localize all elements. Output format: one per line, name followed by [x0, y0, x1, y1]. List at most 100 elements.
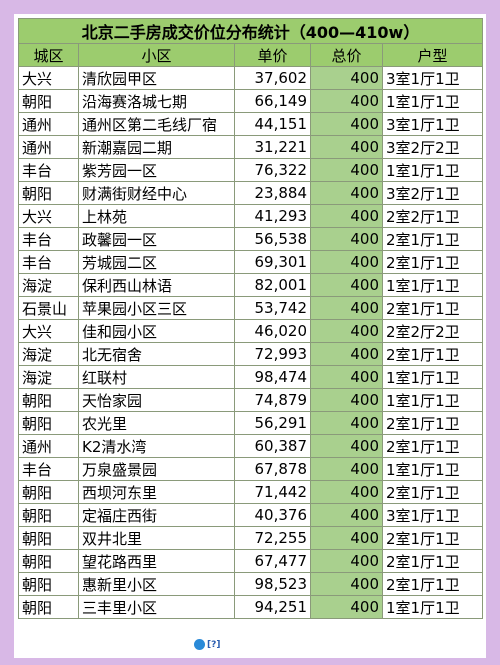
cell-type[interactable]: 3室2厅1卫	[383, 182, 483, 205]
cell-total[interactable]: 400	[311, 527, 383, 550]
cell-total[interactable]: 400	[311, 205, 383, 228]
cell-total[interactable]: 400	[311, 251, 383, 274]
cell-price[interactable]: 98,474	[235, 366, 311, 389]
cell-total[interactable]: 400	[311, 90, 383, 113]
cell-price[interactable]: 67,878	[235, 458, 311, 481]
cell-name[interactable]: 惠新里小区	[79, 573, 235, 596]
cell-district[interactable]: 朝阳	[19, 573, 79, 596]
cell-total[interactable]: 400	[311, 297, 383, 320]
cell-name[interactable]: 农光里	[79, 412, 235, 435]
header-total[interactable]: 总价	[311, 44, 383, 67]
cell-price[interactable]: 46,020	[235, 320, 311, 343]
header-price[interactable]: 单价	[235, 44, 311, 67]
cell-name[interactable]: 北无宿舍	[79, 343, 235, 366]
cell-type[interactable]: 1室1厅1卫	[383, 366, 483, 389]
cell-name[interactable]: 双井北里	[79, 527, 235, 550]
cell-name[interactable]: 望花路西里	[79, 550, 235, 573]
cell-price[interactable]: 67,477	[235, 550, 311, 573]
cell-type[interactable]: 2室1厅1卫	[383, 573, 483, 596]
header-type[interactable]: 户型	[383, 44, 483, 67]
cell-type[interactable]: 3室1厅1卫	[383, 113, 483, 136]
cell-district[interactable]: 通州	[19, 113, 79, 136]
cell-name[interactable]: 西坝河东里	[79, 481, 235, 504]
cell-type[interactable]: 2室1厅1卫	[383, 343, 483, 366]
cell-name[interactable]: 定福庄西街	[79, 504, 235, 527]
cell-district[interactable]: 大兴	[19, 205, 79, 228]
cell-district[interactable]: 通州	[19, 136, 79, 159]
cell-total[interactable]: 400	[311, 67, 383, 90]
cell-district[interactable]: 朝阳	[19, 481, 79, 504]
cell-price[interactable]: 44,151	[235, 113, 311, 136]
cell-price[interactable]: 53,742	[235, 297, 311, 320]
cell-name[interactable]: 三丰里小区	[79, 596, 235, 619]
cell-name[interactable]: 万泉盛景园	[79, 458, 235, 481]
cell-price[interactable]: 41,293	[235, 205, 311, 228]
cell-district[interactable]: 通州	[19, 435, 79, 458]
cell-total[interactable]: 400	[311, 320, 383, 343]
cell-district[interactable]: 朝阳	[19, 389, 79, 412]
cell-total[interactable]: 400	[311, 504, 383, 527]
cell-price[interactable]: 56,291	[235, 412, 311, 435]
cell-name[interactable]: 天怡家园	[79, 389, 235, 412]
cell-price[interactable]: 76,322	[235, 159, 311, 182]
cell-name[interactable]: K2清水湾	[79, 435, 235, 458]
cell-type[interactable]: 2室1厅1卫	[383, 481, 483, 504]
cell-district[interactable]: 海淀	[19, 343, 79, 366]
cell-district[interactable]: 丰台	[19, 251, 79, 274]
cell-price[interactable]: 71,442	[235, 481, 311, 504]
cell-total[interactable]: 400	[311, 412, 383, 435]
cell-type[interactable]: 2室2厅2卫	[383, 320, 483, 343]
header-name[interactable]: 小区	[79, 44, 235, 67]
cell-name[interactable]: 佳和园小区	[79, 320, 235, 343]
cell-price[interactable]: 98,523	[235, 573, 311, 596]
cell-district[interactable]: 海淀	[19, 274, 79, 297]
cell-district[interactable]: 朝阳	[19, 596, 79, 619]
cell-price[interactable]: 31,221	[235, 136, 311, 159]
cell-type[interactable]: 2室1厅1卫	[383, 297, 483, 320]
cell-district[interactable]: 朝阳	[19, 550, 79, 573]
cell-name[interactable]: 苹果园小区三区	[79, 297, 235, 320]
cell-district[interactable]: 大兴	[19, 67, 79, 90]
cell-district[interactable]: 朝阳	[19, 182, 79, 205]
cell-name[interactable]: 沿海赛洛城七期	[79, 90, 235, 113]
cell-name[interactable]: 上林苑	[79, 205, 235, 228]
cell-district[interactable]: 海淀	[19, 366, 79, 389]
cell-total[interactable]: 400	[311, 573, 383, 596]
cell-price[interactable]: 72,255	[235, 527, 311, 550]
cell-price[interactable]: 69,301	[235, 251, 311, 274]
cell-total[interactable]: 400	[311, 550, 383, 573]
cell-district[interactable]: 石景山	[19, 297, 79, 320]
cell-name[interactable]: 保利西山林语	[79, 274, 235, 297]
cell-total[interactable]: 400	[311, 136, 383, 159]
cell-type[interactable]: 3室1厅1卫	[383, 504, 483, 527]
cell-price[interactable]: 40,376	[235, 504, 311, 527]
cell-type[interactable]: 2室2厅1卫	[383, 205, 483, 228]
cell-total[interactable]: 400	[311, 274, 383, 297]
cell-name[interactable]: 芳城园二区	[79, 251, 235, 274]
cell-price[interactable]: 56,538	[235, 228, 311, 251]
cell-type[interactable]: 1室1厅1卫	[383, 159, 483, 182]
cell-price[interactable]: 60,387	[235, 435, 311, 458]
cell-district[interactable]: 朝阳	[19, 412, 79, 435]
cell-total[interactable]: 400	[311, 458, 383, 481]
cell-total[interactable]: 400	[311, 366, 383, 389]
cell-type[interactable]: 3室1厅1卫	[383, 67, 483, 90]
cell-total[interactable]: 400	[311, 113, 383, 136]
cell-price[interactable]: 74,879	[235, 389, 311, 412]
cell-total[interactable]: 400	[311, 389, 383, 412]
cell-total[interactable]: 400	[311, 182, 383, 205]
cell-type[interactable]: 1室1厅1卫	[383, 596, 483, 619]
cell-type[interactable]: 2室1厅1卫	[383, 435, 483, 458]
cell-price[interactable]: 82,001	[235, 274, 311, 297]
cell-total[interactable]: 400	[311, 435, 383, 458]
cell-price[interactable]: 37,602	[235, 67, 311, 90]
cell-district[interactable]: 朝阳	[19, 527, 79, 550]
cell-name[interactable]: 财满街财经中心	[79, 182, 235, 205]
cell-district[interactable]: 丰台	[19, 159, 79, 182]
cell-type[interactable]: 1室1厅1卫	[383, 458, 483, 481]
cell-price[interactable]: 66,149	[235, 90, 311, 113]
cell-total[interactable]: 400	[311, 228, 383, 251]
cell-price[interactable]: 72,993	[235, 343, 311, 366]
cell-district[interactable]: 丰台	[19, 458, 79, 481]
cell-type[interactable]: 2室1厅1卫	[383, 251, 483, 274]
